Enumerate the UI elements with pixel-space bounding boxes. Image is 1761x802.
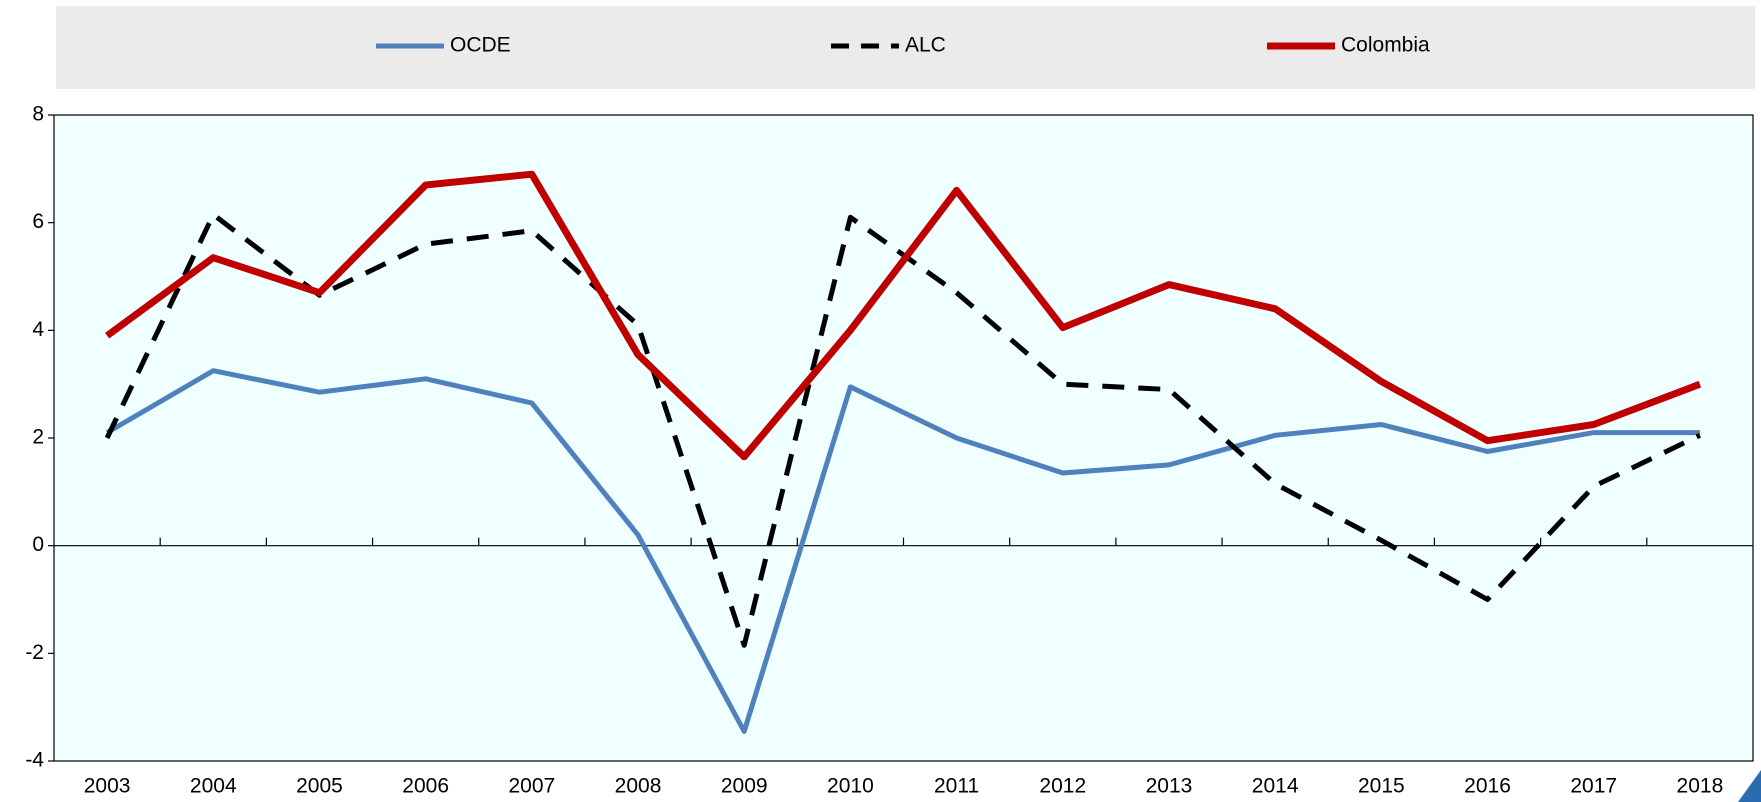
x-tick-label: 2008 bbox=[615, 775, 662, 798]
legend-box bbox=[56, 6, 1755, 89]
x-tick-label: 2006 bbox=[402, 775, 449, 798]
y-tick-label: -4 bbox=[25, 749, 44, 772]
x-tick-label: 2009 bbox=[721, 775, 768, 798]
y-tick-label: 6 bbox=[32, 210, 44, 233]
x-tick-label: 2005 bbox=[296, 775, 343, 798]
x-tick-label: 2016 bbox=[1464, 775, 1511, 798]
x-tick-label: 2003 bbox=[84, 775, 131, 798]
y-tick-label: 0 bbox=[32, 533, 44, 556]
series-line bbox=[105, 368, 1700, 734]
legend-label: Colombia bbox=[1341, 34, 1430, 57]
x-tick-label: 2012 bbox=[1039, 775, 1086, 798]
y-tick-label: 4 bbox=[32, 318, 44, 341]
x-tick-label: 2007 bbox=[508, 775, 555, 798]
x-tick-label: 2011 bbox=[934, 775, 979, 798]
series-line bbox=[105, 170, 1702, 461]
x-tick-label: 2004 bbox=[190, 775, 237, 798]
legend-label: ALC bbox=[905, 34, 946, 57]
y-tick-label: 2 bbox=[32, 426, 44, 449]
x-tick-label: 2010 bbox=[827, 775, 874, 798]
x-tick-label: 2017 bbox=[1570, 775, 1617, 798]
x-tick-label: 2014 bbox=[1252, 775, 1299, 798]
x-tick-label: 2015 bbox=[1358, 775, 1405, 798]
x-tick-label: 2018 bbox=[1677, 775, 1724, 798]
plot-area bbox=[53, 114, 1754, 762]
legend-label: OCDE bbox=[450, 34, 511, 57]
corner-decoration bbox=[1738, 770, 1761, 802]
y-tick-label: -2 bbox=[25, 641, 44, 664]
x-tick-label: 2013 bbox=[1146, 775, 1193, 798]
y-tick-label: 8 bbox=[32, 103, 44, 126]
